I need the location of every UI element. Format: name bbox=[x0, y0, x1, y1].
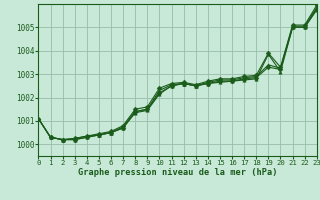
X-axis label: Graphe pression niveau de la mer (hPa): Graphe pression niveau de la mer (hPa) bbox=[78, 168, 277, 177]
